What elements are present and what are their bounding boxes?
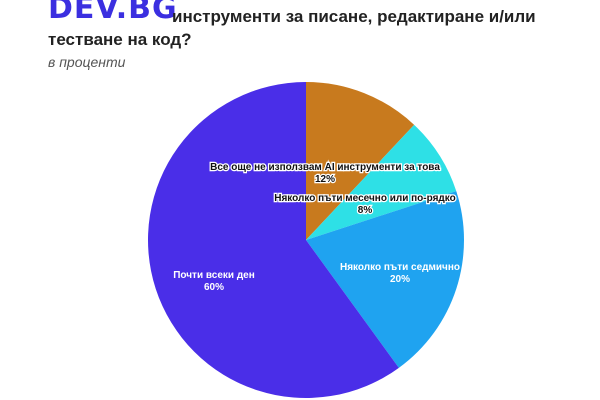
pie-slice-1 (306, 124, 457, 240)
pie-slice-2 (306, 191, 464, 368)
slice-value-2: 20% (390, 274, 410, 285)
slice-label-1: Няколко пъти месечно или по-рядко (274, 193, 456, 204)
chart-title-line2: тестване на код? (48, 30, 192, 49)
slice-label-2: Няколко пъти седмично (340, 262, 460, 273)
chart-subtitle: в проценти (48, 54, 126, 70)
chart-title-line1: инструменти за писане, редактиране и/или (172, 7, 536, 26)
slice-label-3: Почти всеки ден (173, 270, 255, 281)
pie-slice-3 (147, 82, 399, 399)
slice-value-3: 60% (204, 282, 224, 293)
pie-slice-0 (306, 82, 415, 240)
slice-label-0: Все още не използвам AI инструменти за т… (210, 162, 440, 173)
slice-value-1: 8% (358, 205, 373, 216)
devbg-logo: DEV.BG (48, 0, 178, 26)
slice-value-0: 12% (315, 174, 335, 185)
